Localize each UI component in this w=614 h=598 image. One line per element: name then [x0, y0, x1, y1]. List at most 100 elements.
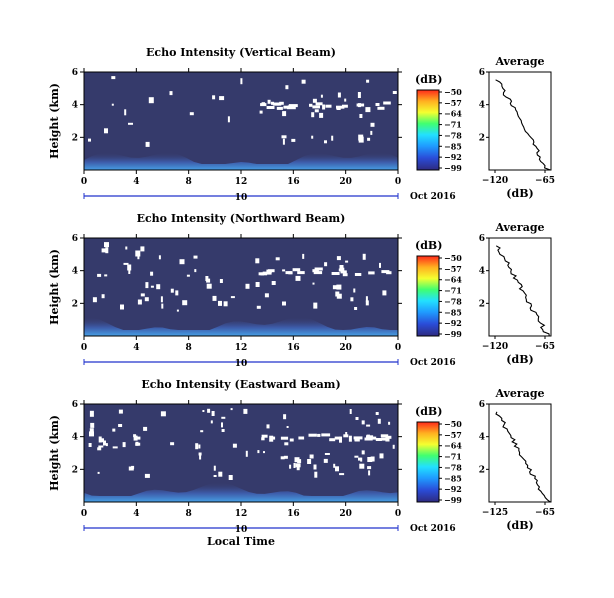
colorbar-tick-label: −99 [444, 329, 462, 339]
colorbar-tick-label: −64 [444, 441, 462, 451]
speckle [296, 465, 300, 471]
speckle [198, 444, 201, 449]
speckle [289, 464, 292, 469]
speckle [175, 290, 179, 296]
speckle [194, 269, 197, 273]
speckle [156, 284, 161, 290]
speckle [354, 455, 359, 458]
speckle [245, 450, 248, 457]
x-tick-label: 8 [186, 343, 192, 353]
band-segment [288, 271, 293, 275]
speckle [311, 135, 314, 139]
speckle [161, 303, 164, 309]
band-segment [381, 437, 389, 441]
speckle [148, 97, 154, 104]
chart-title: Echo Intensity (Eastward Beam) [141, 378, 340, 391]
x-tick-label: 0 [81, 343, 87, 353]
colorbar [416, 89, 440, 171]
colorbar-tick-label: −78 [444, 296, 462, 306]
y-tick-label: 2 [72, 465, 78, 475]
speckle [355, 417, 359, 420]
speckle [353, 288, 356, 293]
speckle [123, 262, 129, 265]
speckle [358, 134, 364, 141]
speckle [112, 446, 118, 449]
colorbar-unit: (dB) [415, 73, 442, 86]
speckle [207, 408, 211, 413]
speckle [337, 92, 341, 98]
band-segment [340, 270, 347, 274]
speckle [104, 242, 109, 248]
speckle [170, 288, 174, 293]
speckle [307, 459, 312, 464]
colorbar-tick-label: −50 [444, 419, 462, 429]
speckle [89, 428, 94, 433]
x-tick-label: 12 [235, 343, 248, 353]
band-segment [266, 269, 272, 273]
speckle [282, 301, 286, 306]
speckle [255, 258, 260, 264]
speckle [140, 246, 145, 252]
speckle [333, 463, 336, 468]
band-segment [271, 101, 275, 105]
x-tick-label: 0 [81, 177, 87, 187]
x-tick-label: 8 [186, 177, 192, 187]
speckle [205, 276, 209, 281]
speckle [213, 465, 216, 471]
x-tick-label: 8 [186, 509, 192, 519]
speckle [221, 416, 226, 419]
average-y-tick-label: 4 [479, 433, 485, 443]
speckle [202, 410, 205, 412]
panel-2: Echo Intensity (Eastward Beam) 2 4 6 Height … [48, 378, 555, 548]
band-segment [354, 438, 360, 442]
speckle [297, 459, 302, 464]
speckle [111, 76, 116, 80]
speckle [332, 285, 337, 290]
speckle [195, 443, 199, 450]
band-segment [315, 102, 323, 106]
speckle [367, 137, 371, 141]
speckle [137, 256, 140, 260]
speckle [135, 441, 139, 446]
colorbar-tick-label: −92 [444, 318, 462, 328]
speckle [98, 445, 104, 448]
speckle [313, 302, 318, 309]
band-segment [261, 102, 266, 106]
speckle [118, 409, 123, 414]
colorbar-unit: (dB) [415, 239, 442, 252]
missing-data-band [258, 267, 392, 277]
band-segment [368, 271, 375, 275]
speckle [97, 447, 102, 451]
x-tick-label: 20 [339, 177, 352, 187]
band-segment [276, 106, 283, 110]
band-segment [309, 103, 313, 107]
speckle [375, 103, 380, 106]
speckle [379, 262, 381, 268]
speckle [89, 410, 94, 417]
x-tick-label: 4 [133, 177, 139, 187]
speckle [368, 470, 371, 476]
speckle [324, 262, 328, 267]
speckle [118, 424, 123, 427]
speckle [263, 451, 265, 454]
average-y-tick-label: 4 [479, 267, 485, 277]
surface-echo-layer [84, 316, 398, 336]
speckle [257, 450, 260, 454]
speckle [97, 471, 100, 474]
x-axis-label: Local Time [207, 535, 275, 548]
average-x-tick-label: −65 [535, 176, 555, 186]
speckle [128, 269, 131, 274]
speckle [88, 443, 92, 447]
average-title: Average [494, 387, 544, 400]
x-tick-label: 20 [339, 509, 352, 519]
surface-echo-layer [84, 152, 398, 170]
speckle [282, 111, 287, 117]
band-segment [356, 103, 365, 107]
speckle [211, 411, 215, 416]
y-tick-label: 4 [72, 267, 78, 277]
speckle [336, 284, 342, 290]
speckle [312, 282, 315, 285]
y-tick-label: 6 [72, 234, 78, 244]
speckle [291, 138, 296, 142]
panel-1: Echo Intensity (Northward Beam) 2 4 6 Height… [48, 212, 555, 369]
